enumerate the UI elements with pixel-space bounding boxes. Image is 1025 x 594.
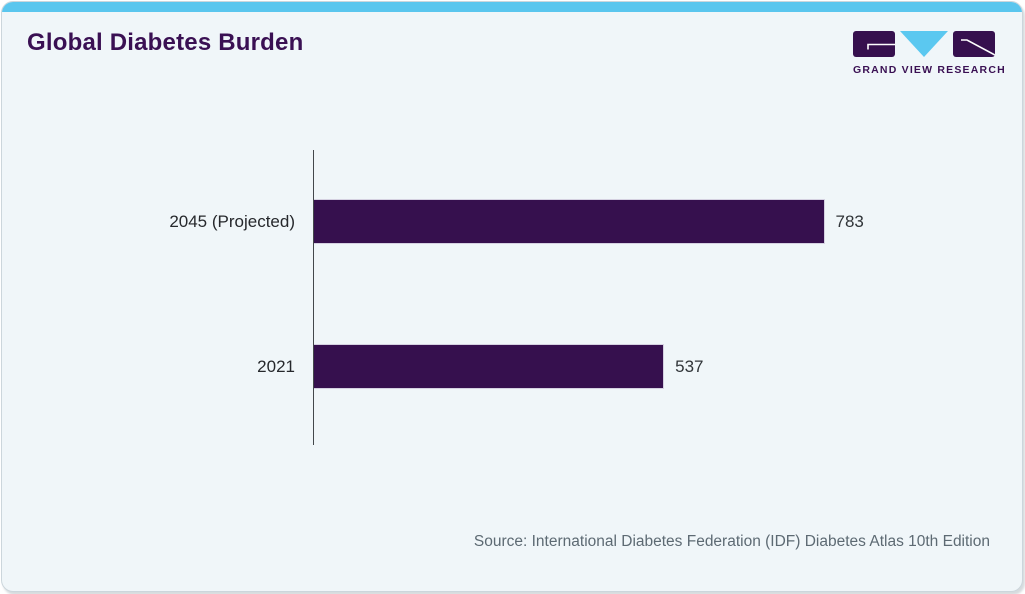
bar-2021 <box>314 344 665 389</box>
logo-v-icon <box>900 31 948 57</box>
page-title: Global Diabetes Burden <box>27 29 304 56</box>
grand-view-research-logo: GRAND VIEW RESEARCH <box>853 31 1006 76</box>
value-label-2045: 783 <box>835 211 864 231</box>
bar-row-2045: 2045 (Projected) 783 <box>169 199 966 244</box>
value-label-2021: 537 <box>675 356 704 376</box>
bar-chart: 2045 (Projected) 783 2021 537 <box>169 150 966 445</box>
logo-r-icon <box>953 31 995 57</box>
bar-row-2021: 2021 537 <box>257 344 966 389</box>
source-citation: Source: International Diabetes Federatio… <box>473 533 990 550</box>
bar-2045 <box>314 199 825 244</box>
logo-icons <box>853 31 995 57</box>
top-accent-bar <box>2 2 1022 12</box>
category-label-2045: 2045 (Projected) <box>169 211 295 231</box>
logo-g-icon <box>853 31 895 57</box>
category-label-2021: 2021 <box>257 356 295 376</box>
logo-text: GRAND VIEW RESEARCH <box>853 64 1006 76</box>
